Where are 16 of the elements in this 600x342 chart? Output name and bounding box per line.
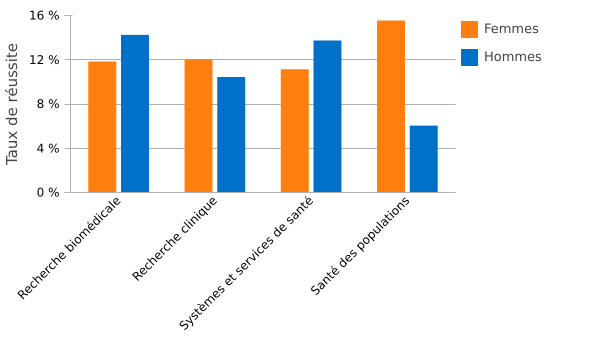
bar — [280, 69, 309, 192]
bar — [217, 76, 246, 192]
bar — [184, 59, 212, 192]
bar — [314, 40, 342, 192]
bar — [410, 126, 438, 192]
y-tick-label: 12 % — [29, 52, 60, 67]
bar — [377, 20, 405, 192]
bar — [121, 34, 149, 192]
y-tick-label: 4 % — [36, 141, 60, 156]
y-tick-label: 8 % — [36, 97, 60, 111]
y-axis-title: Taux de réussite — [3, 42, 22, 166]
y-tick-label: 16 % — [29, 8, 60, 22]
y-tick-label: 0 % — [36, 186, 60, 200]
bar — [88, 61, 116, 192]
legend-label: Hommes — [484, 50, 542, 64]
legend-label: Femmes — [484, 22, 539, 36]
